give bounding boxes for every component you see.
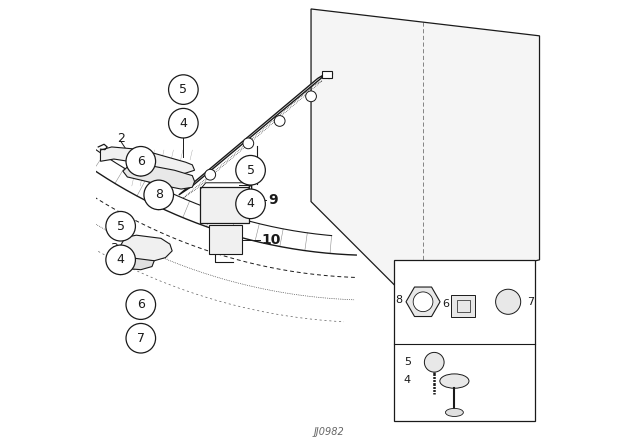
Text: 10: 10 bbox=[262, 233, 281, 247]
Bar bbox=[457, 301, 470, 312]
Text: 5: 5 bbox=[179, 83, 188, 96]
Text: 8: 8 bbox=[155, 188, 163, 202]
Ellipse shape bbox=[440, 374, 469, 388]
Bar bbox=[451, 295, 476, 318]
Bar bbox=[394, 260, 535, 421]
Circle shape bbox=[168, 75, 198, 104]
Circle shape bbox=[126, 146, 156, 176]
Polygon shape bbox=[125, 258, 154, 270]
Text: 2: 2 bbox=[116, 132, 125, 146]
Circle shape bbox=[243, 138, 253, 149]
Ellipse shape bbox=[445, 409, 463, 417]
Circle shape bbox=[424, 353, 444, 372]
Polygon shape bbox=[100, 147, 195, 174]
Text: JJ0982: JJ0982 bbox=[314, 427, 344, 437]
Text: 9: 9 bbox=[269, 194, 278, 207]
Circle shape bbox=[306, 91, 316, 102]
Text: 8: 8 bbox=[395, 294, 402, 305]
Circle shape bbox=[413, 292, 433, 312]
Circle shape bbox=[275, 116, 285, 126]
Text: 5: 5 bbox=[246, 164, 255, 177]
Circle shape bbox=[106, 245, 136, 275]
Polygon shape bbox=[311, 9, 540, 291]
Circle shape bbox=[205, 169, 216, 180]
Circle shape bbox=[106, 211, 136, 241]
Text: 6: 6 bbox=[442, 299, 449, 309]
Text: 6: 6 bbox=[137, 155, 145, 168]
Text: 3: 3 bbox=[110, 242, 118, 255]
Circle shape bbox=[236, 155, 266, 185]
Text: 5: 5 bbox=[116, 220, 125, 233]
Circle shape bbox=[126, 290, 156, 319]
Text: 6: 6 bbox=[137, 298, 145, 311]
Text: 4: 4 bbox=[116, 253, 125, 267]
Polygon shape bbox=[179, 72, 329, 195]
Circle shape bbox=[126, 323, 156, 353]
FancyBboxPatch shape bbox=[200, 187, 249, 223]
Circle shape bbox=[236, 189, 266, 219]
Polygon shape bbox=[123, 162, 195, 189]
FancyBboxPatch shape bbox=[323, 71, 332, 78]
Circle shape bbox=[144, 180, 173, 210]
Polygon shape bbox=[121, 235, 172, 261]
Text: 4: 4 bbox=[404, 375, 411, 385]
Circle shape bbox=[168, 108, 198, 138]
Text: 1: 1 bbox=[246, 184, 255, 198]
Text: 7: 7 bbox=[137, 332, 145, 345]
Text: 7: 7 bbox=[527, 297, 534, 307]
FancyBboxPatch shape bbox=[209, 225, 243, 254]
Text: 4: 4 bbox=[246, 197, 255, 211]
Text: 4: 4 bbox=[179, 116, 188, 130]
Circle shape bbox=[495, 289, 521, 314]
Polygon shape bbox=[406, 287, 440, 317]
Text: 5: 5 bbox=[404, 357, 411, 367]
